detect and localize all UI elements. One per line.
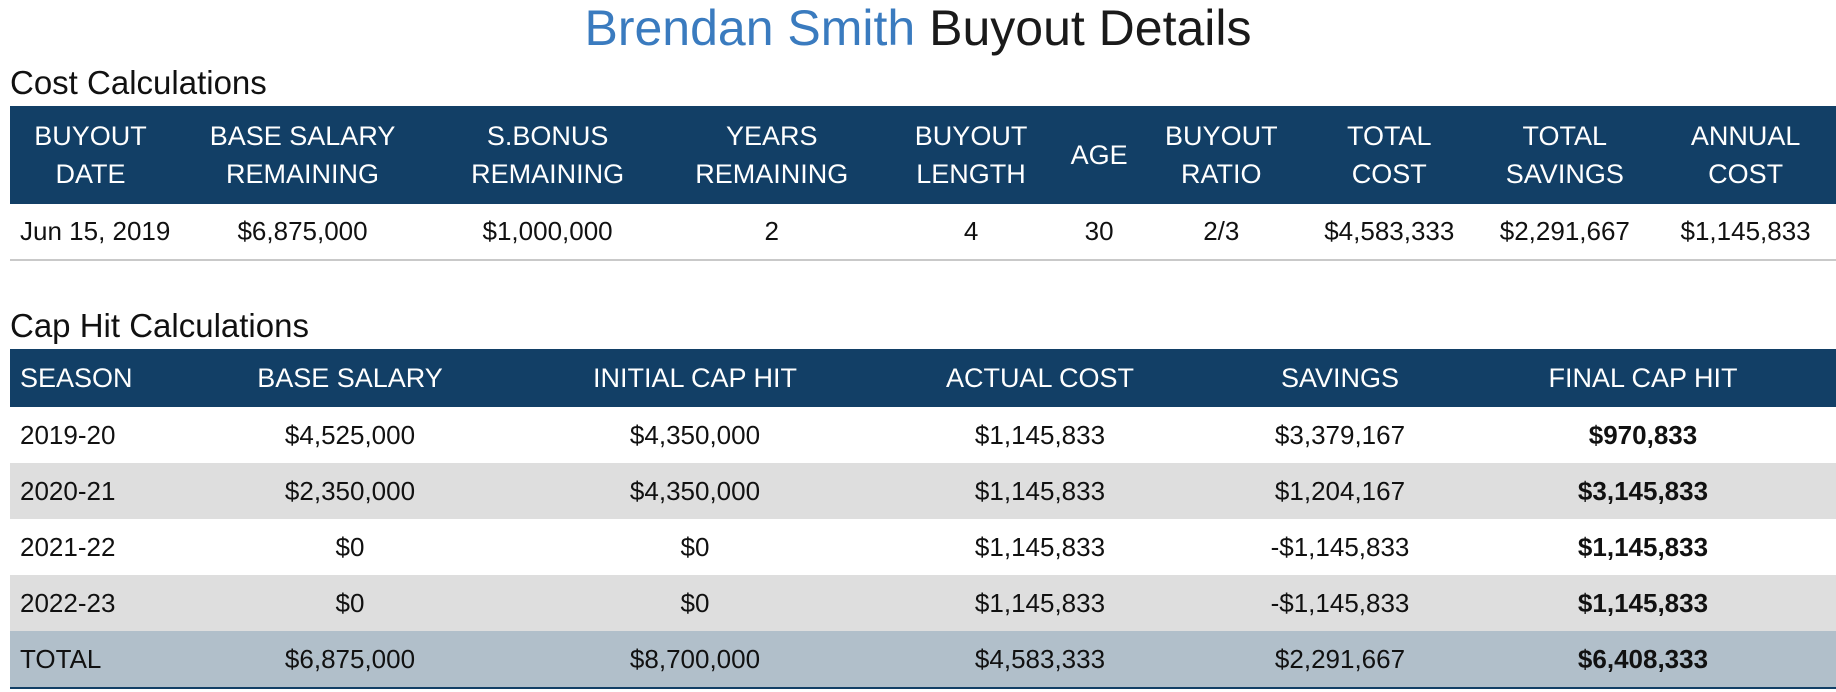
actual-cost-cell: $1,145,833 [974, 475, 1106, 506]
total-label-cell: TOTAL [20, 643, 102, 674]
cap-hit-calculations-table: SEASON BASE SALARY INITIAL CAP HIT ACTUA… [10, 349, 1836, 689]
total-initial-cap-hit-cell: $8,700,000 [629, 643, 761, 674]
final-cap-hit-cell: $1,145,833 [1577, 531, 1709, 562]
final-cap-hit-cell: $3,145,833 [1577, 475, 1709, 506]
base-salary-cell: $2,350,000 [284, 475, 416, 506]
header-actual-cost: ACTUAL COST [850, 349, 1230, 407]
season-cell: 2022-23 [20, 587, 116, 618]
header-buyout-ratio: BUYOUT RATIO [1138, 106, 1305, 204]
total-final-cap-hit-cell: $6,408,333 [1577, 643, 1709, 674]
actual-cost-cell: $1,145,833 [974, 587, 1106, 618]
table-row: 2019-20 $4,525,000 $4,350,000 $1,145,833… [10, 407, 1836, 463]
years-remaining-cell: 2 [764, 216, 779, 246]
base-salary-cell: $0 [335, 587, 365, 618]
table-row: 2022-23 $0 $0 $1,145,833 -$1,145,833 $1,… [10, 575, 1836, 631]
savings-cell: $1,204,167 [1274, 475, 1406, 506]
header-base-salary-remaining: BASE SALARY REMAINING [171, 106, 435, 204]
buyout-ratio-cell: 2/3 [1203, 216, 1240, 246]
total-base-salary-cell: $6,875,000 [284, 643, 416, 674]
cap-hit-calculations-title: Cap Hit Calculations [10, 307, 309, 344]
base-salary-remaining-cell: $6,875,000 [237, 216, 368, 246]
total-row: TOTAL $6,875,000 $8,700,000 $4,583,333 $… [10, 631, 1836, 688]
season-cell: 2019-20 [20, 419, 116, 450]
table-header-row: BUYOUT DATE BASE SALARY REMAINING S.BONUS R… [10, 106, 1836, 204]
final-cap-hit-cell: $1,145,833 [1577, 587, 1709, 618]
savings-cell: -$1,145,833 [1270, 587, 1410, 618]
savings-cell: -$1,145,833 [1270, 531, 1410, 562]
header-initial-cap-hit: INITIAL CAP HIT [540, 349, 850, 407]
header-total-cost: TOTAL COST [1304, 106, 1475, 204]
buyout-date-cell: Jun 15, 2019 [20, 216, 171, 246]
initial-cap-hit-cell: $0 [680, 531, 710, 562]
age-cell: 30 [1084, 216, 1114, 246]
savings-cell: $3,379,167 [1274, 419, 1406, 450]
cost-calculations-title: Cost Calculations [10, 64, 267, 101]
cost-calculations-table: BUYOUT DATE BASE SALARY REMAINING S.BONUS R… [10, 106, 1836, 261]
total-savings-cell: $2,291,667 [1274, 643, 1406, 674]
total-actual-cost-cell: $4,583,333 [974, 643, 1106, 674]
buyout-length-cell: 4 [963, 216, 979, 246]
header-total-savings: TOTAL SAVINGS [1474, 106, 1656, 204]
table-header-row: SEASON BASE SALARY INITIAL CAP HIT ACTUA… [10, 349, 1836, 407]
initial-cap-hit-cell: $0 [680, 587, 710, 618]
header-savings: SAVINGS [1230, 349, 1450, 407]
initial-cap-hit-cell: $4,350,000 [629, 475, 761, 506]
table-row: Jun 15, 2019 $6,875,000 $1,000,000 2 4 3… [10, 204, 1836, 260]
annual-cost-cell: $1,145,833 [1680, 216, 1811, 246]
base-salary-cell: $4,525,000 [284, 419, 416, 450]
season-cell: 2021-22 [20, 531, 116, 562]
table-row: 2021-22 $0 $0 $1,145,833 -$1,145,833 $1,… [10, 519, 1836, 575]
header-base-salary: BASE SALARY [160, 349, 540, 407]
season-cell: 2020-21 [20, 475, 116, 506]
header-age: AGE [1059, 106, 1139, 204]
header-signing-bonus-remaining: S.BONUS REMAINING [434, 106, 662, 204]
header-season: SEASON [10, 349, 160, 407]
final-cap-hit-cell: $970,833 [1588, 419, 1698, 450]
actual-cost-cell: $1,145,833 [974, 531, 1106, 562]
header-buyout-length: BUYOUT LENGTH [882, 106, 1060, 204]
header-years-remaining: YEARS REMAINING [661, 106, 883, 204]
signing-bonus-remaining-cell: $1,000,000 [482, 216, 613, 246]
player-name-link[interactable]: Brendan Smith [584, 0, 916, 56]
header-buyout-date: BUYOUT DATE [10, 106, 172, 204]
page-title: Brendan Smith Buyout Details [0, 0, 1836, 56]
table-row: 2020-21 $2,350,000 $4,350,000 $1,145,833… [10, 463, 1836, 519]
actual-cost-cell: $1,145,833 [974, 419, 1106, 450]
page-title-text: Buyout Details [929, 0, 1252, 56]
total-savings-cell: $2,291,667 [1499, 216, 1630, 246]
header-annual-cost: ANNUAL COST [1655, 106, 1836, 204]
base-salary-cell: $0 [335, 531, 365, 562]
header-final-cap-hit: FINAL CAP HIT [1450, 349, 1836, 407]
total-cost-cell: $4,583,333 [1324, 216, 1455, 246]
initial-cap-hit-cell: $4,350,000 [629, 419, 761, 450]
